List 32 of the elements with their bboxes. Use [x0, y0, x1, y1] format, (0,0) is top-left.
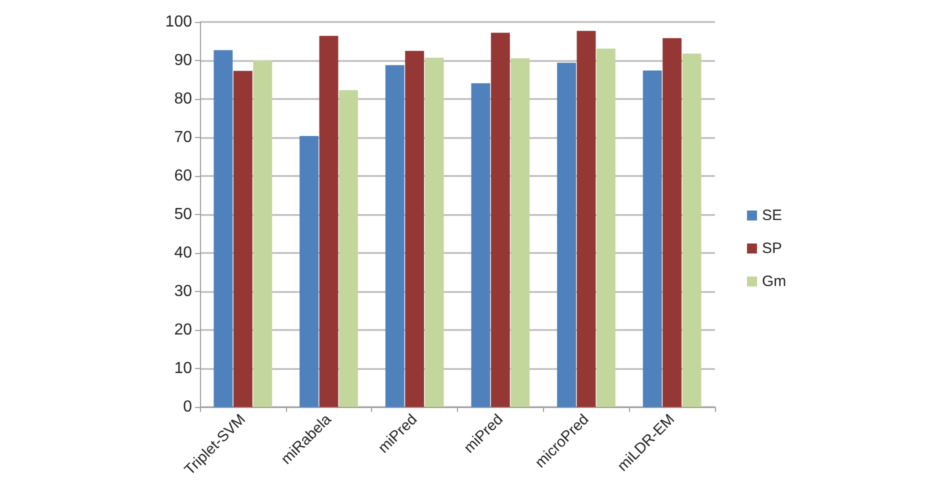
bar — [662, 38, 682, 407]
bar — [319, 36, 338, 407]
bar — [557, 62, 576, 407]
y-tick-label: 80 — [174, 90, 192, 108]
y-tick-label: 90 — [174, 52, 192, 69]
y-tick-label: 40 — [174, 244, 192, 262]
bar — [233, 70, 252, 407]
bar — [471, 83, 490, 407]
bar — [490, 32, 510, 407]
y-tick-label: 100 — [165, 14, 192, 30]
y-tick-label: 60 — [174, 168, 192, 184]
bar — [642, 70, 662, 407]
bar — [385, 65, 404, 407]
bar — [510, 58, 530, 407]
y-tick-label: 30 — [174, 283, 192, 300]
y-tick-label: 0 — [183, 398, 192, 416]
bar — [682, 54, 702, 407]
bar — [424, 58, 444, 407]
legend-label: Gm — [762, 273, 786, 290]
legend-label: SP — [762, 240, 782, 257]
bar — [338, 90, 358, 407]
bar — [253, 60, 272, 407]
bar — [576, 30, 596, 407]
y-tick-label: 70 — [174, 129, 192, 146]
y-tick-label: 50 — [174, 206, 192, 223]
legend-label: SE — [762, 207, 782, 224]
bar — [214, 50, 233, 407]
bar — [405, 50, 424, 407]
bar — [300, 136, 319, 407]
bar — [596, 48, 616, 407]
y-tick-label: 20 — [174, 322, 192, 338]
y-tick-label: 10 — [174, 360, 192, 377]
